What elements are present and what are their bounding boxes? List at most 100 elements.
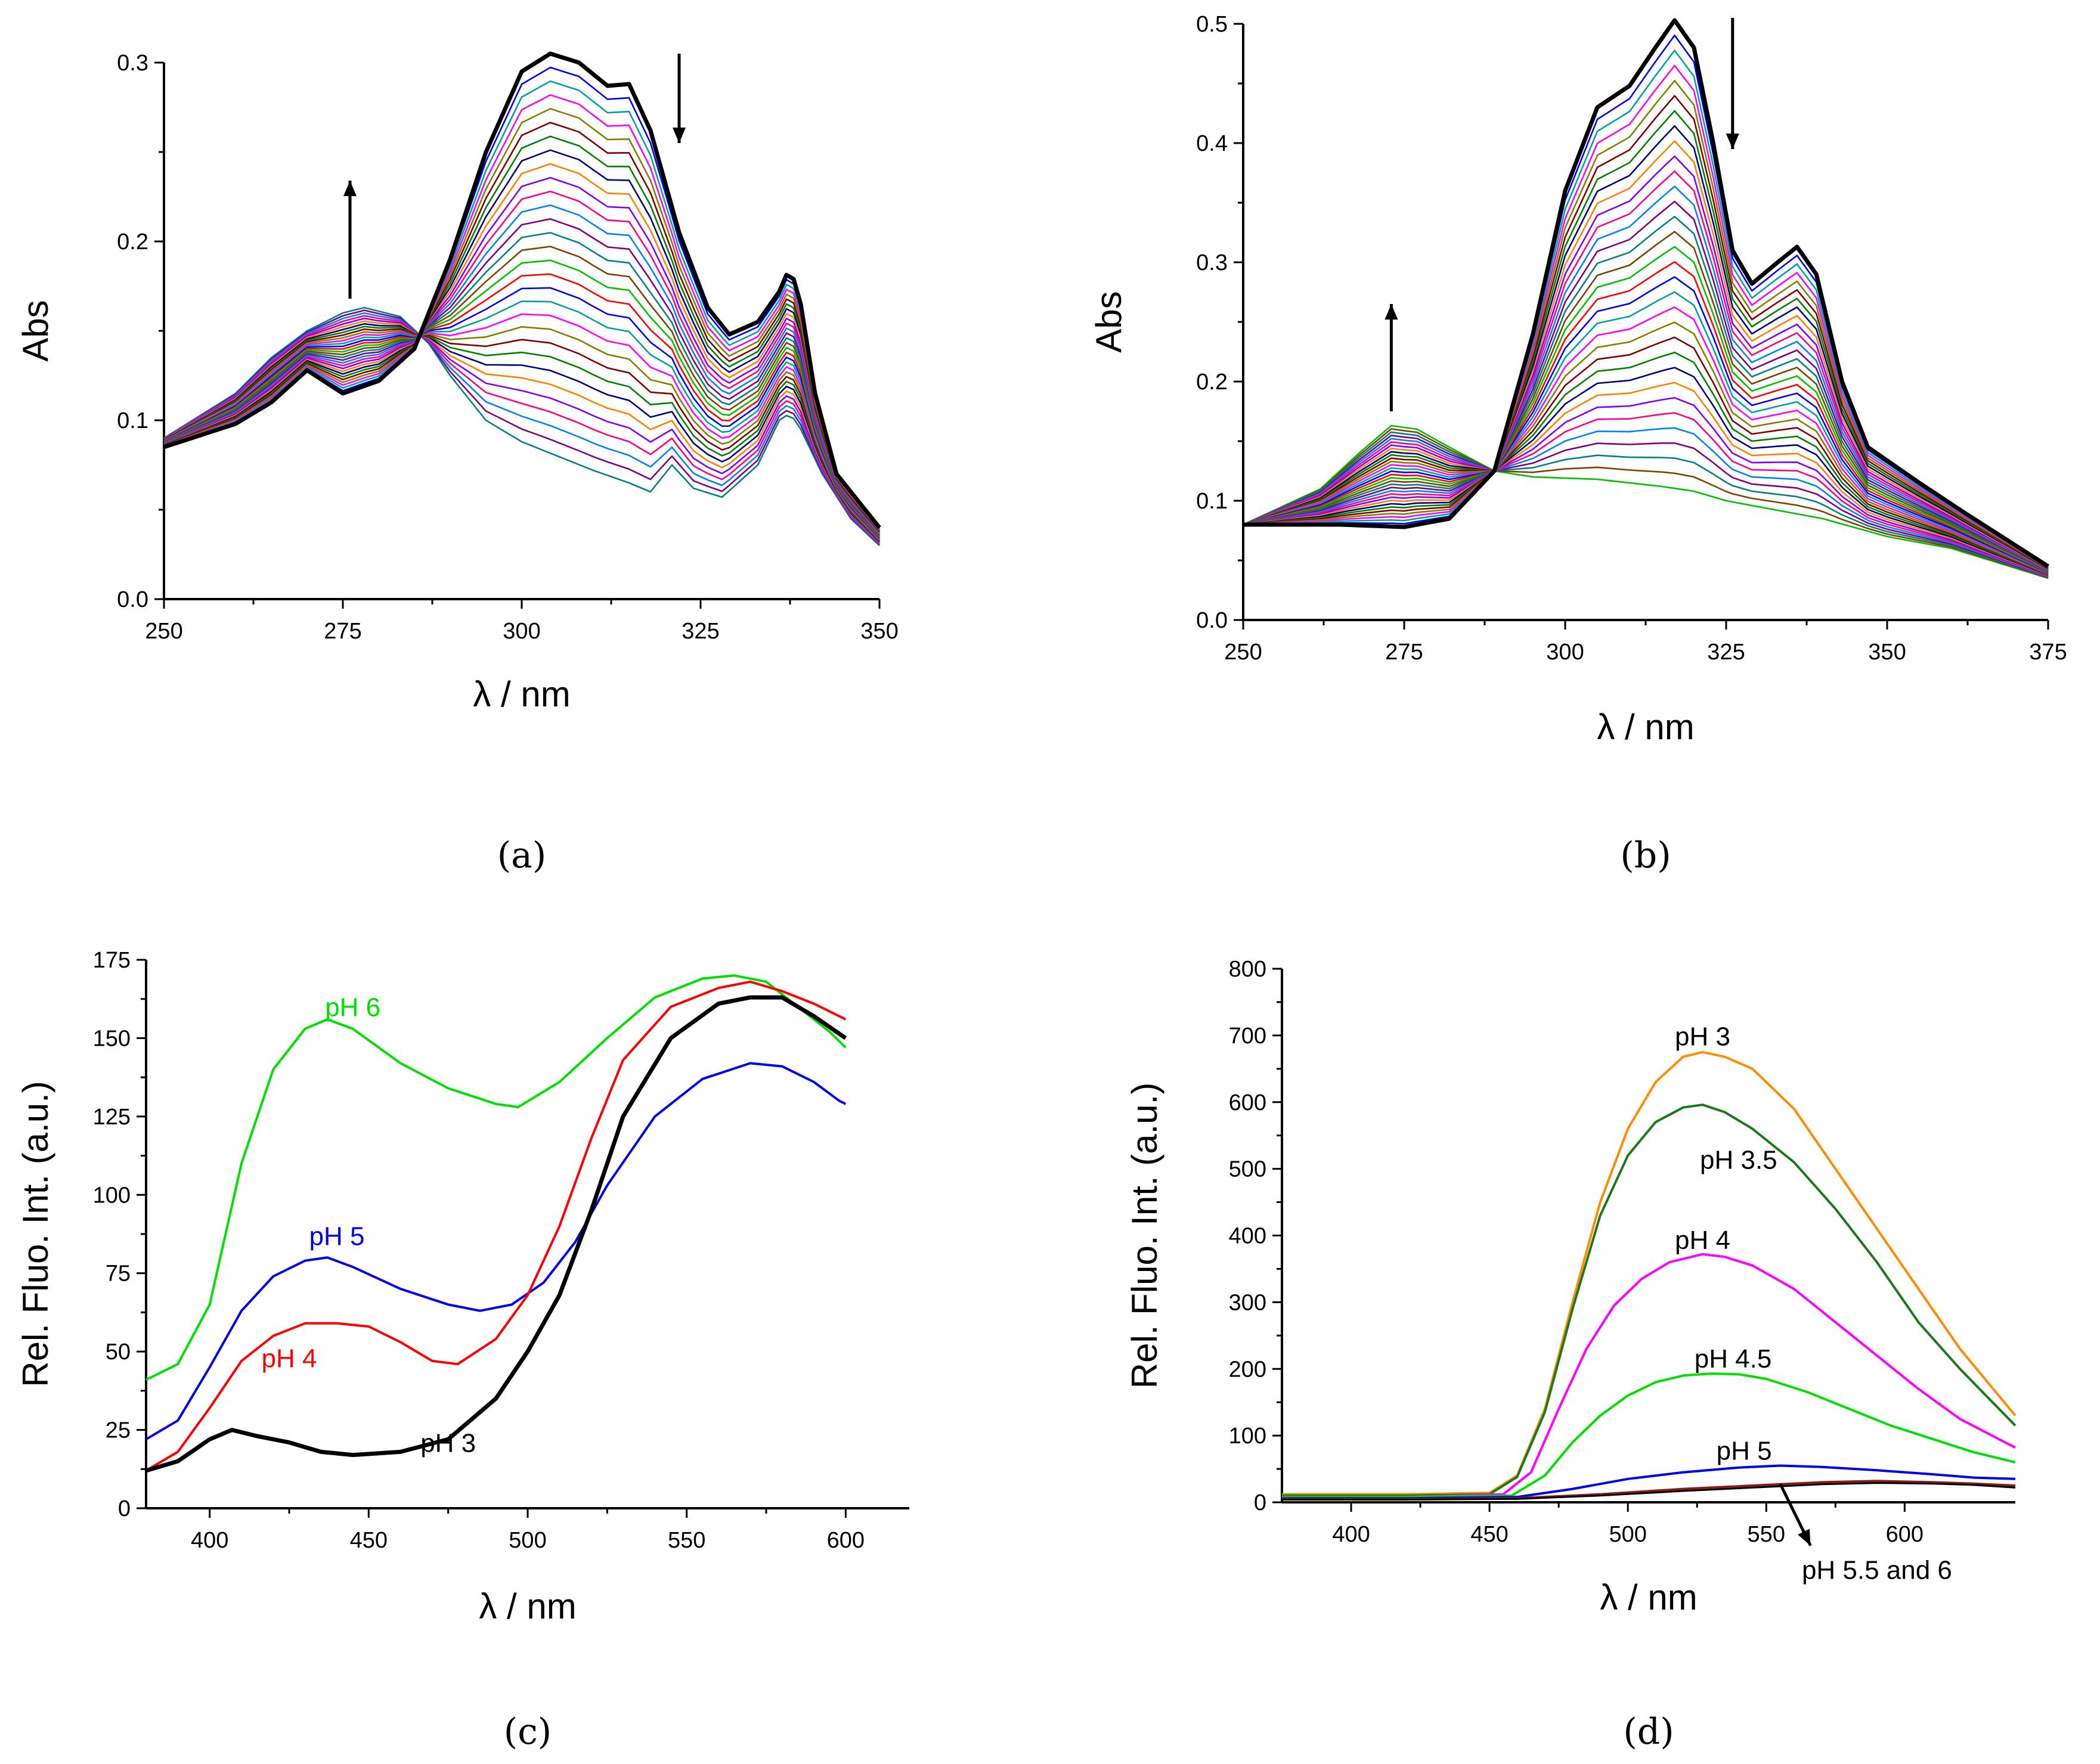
x-tick-label: 300 [503, 619, 540, 644]
series-line [1243, 306, 2049, 575]
x-tick-label: 250 [1224, 640, 1262, 665]
series-line-initial [163, 51, 881, 529]
series-line [1243, 95, 2049, 569]
series-line [1282, 1372, 2016, 1499]
y-tick-label: 300 [1229, 1290, 1266, 1315]
x-tick-label: 600 [1886, 1522, 1924, 1547]
x-tick-label: 325 [1707, 640, 1745, 665]
y-tick-label: 400 [1229, 1224, 1266, 1249]
series-line [163, 108, 880, 531]
series-line [163, 122, 880, 532]
y-tick-label: 0.0 [1196, 608, 1228, 633]
series-line [163, 320, 880, 543]
series-line [1282, 1464, 2016, 1500]
y-tick-label: 600 [1229, 1090, 1266, 1115]
y-tick-label: 800 [1229, 957, 1266, 982]
series-line [1243, 155, 2049, 571]
series-line [1243, 431, 2049, 578]
y-tick-label: 0.5 [1196, 12, 1228, 37]
series-line [1243, 321, 2049, 575]
series-label: pH 3 [420, 1428, 476, 1458]
series-line [163, 135, 880, 532]
x-tick-label: 450 [350, 1528, 388, 1553]
series-line [1243, 291, 2049, 574]
series-line [1243, 427, 2049, 578]
arrow-head [1726, 134, 1739, 149]
series-line [163, 176, 880, 534]
chart-panel-d: 400 450 500 550 600 0 100 200 300 400 500 600 700 800… [1125, 957, 2017, 1753]
x-axis-title: λ / nm [473, 674, 570, 714]
series-label: pH 5 [309, 1222, 365, 1251]
panel-label: (a) [497, 835, 547, 876]
x-tick-label: 550 [668, 1528, 705, 1553]
series-line [1243, 412, 2049, 578]
series-line-initial [1243, 18, 2049, 568]
x-tick-label: 350 [1868, 640, 1906, 665]
series-label: pH 5 [1717, 1436, 1772, 1465]
panel-label: (c) [504, 1711, 552, 1753]
series-line [1243, 435, 2049, 578]
series-line [1243, 261, 2049, 573]
y-tick-label: 100 [1229, 1424, 1266, 1449]
series-line [163, 232, 880, 537]
series-line [163, 80, 881, 529]
series-label: pH 3.5 [1700, 1146, 1777, 1175]
series-line [1282, 1482, 2016, 1501]
arrow-head [673, 128, 686, 143]
chart-panel-a: 250 275 300 325 350 0.0 0.1 0.2 0.3 λ / nm Abs (a) [16, 51, 899, 876]
y-tick-label: 0.4 [1196, 131, 1228, 156]
x-tick-label: 600 [827, 1528, 865, 1553]
y-tick-label: 0.2 [117, 230, 148, 255]
y-tick-label: 700 [1229, 1024, 1266, 1049]
y-tick-label: 0 [1254, 1490, 1266, 1515]
series-line [163, 313, 880, 540]
y-tick-label: 200 [1229, 1357, 1266, 1382]
arrow-head [1798, 1529, 1811, 1546]
x-tick-label: 250 [145, 619, 182, 644]
series-line [145, 980, 847, 1472]
y-tick-label: 0.2 [1196, 370, 1228, 395]
x-tick-label: 325 [682, 619, 719, 644]
arrow-head [1384, 304, 1398, 320]
series-line [1243, 140, 2049, 571]
arrow-head [343, 181, 357, 196]
y-tick-label: 0.1 [1196, 489, 1228, 514]
y-tick-label: 125 [93, 1105, 131, 1130]
series-line [1243, 336, 2049, 575]
series-line [145, 995, 847, 1473]
series-line [1243, 185, 2049, 572]
y-tick-label: 0.1 [117, 408, 148, 433]
y-axis-title: Abs [16, 300, 55, 361]
x-tick-label: 400 [1332, 1522, 1370, 1547]
series-line [163, 246, 880, 537]
series-line [163, 317, 880, 544]
y-tick-label: 0 [118, 1496, 131, 1521]
x-tick-label: 275 [1385, 640, 1423, 665]
series-line [163, 315, 880, 544]
series-line [1282, 1103, 2017, 1497]
x-tick-label: 550 [1748, 1522, 1785, 1547]
series-line [163, 273, 880, 538]
series-line [163, 259, 880, 538]
y-tick-label: 75 [106, 1261, 131, 1286]
x-tick-label: 400 [191, 1528, 228, 1553]
y-axis-title: Rel. Fluo. Int. (a.u.) [16, 1081, 55, 1387]
panel-label: (d) [1623, 1711, 1674, 1753]
series-line [163, 312, 880, 545]
x-tick-label: 500 [1609, 1522, 1646, 1547]
series-label: pH 4 [1675, 1226, 1730, 1255]
y-tick-label: 0.3 [1196, 250, 1228, 275]
series-line [163, 300, 880, 540]
series-line [1243, 231, 2049, 573]
series-label: pH 4.5 [1695, 1344, 1772, 1374]
series-label: pH 4 [262, 1344, 317, 1373]
series-line [1243, 351, 2049, 576]
series-label: pH 6 [325, 993, 380, 1022]
series-label: pH 5.5 and 6 [1802, 1556, 1952, 1585]
series-line [1243, 200, 2049, 572]
series-line [1243, 110, 2049, 570]
chart-panel-b: 250 275 300 325 350 375 0.0 0.1 0.2 0.3 0.4 0.5 λ / … [1089, 12, 2067, 876]
series-line [163, 149, 880, 533]
series-line [163, 94, 881, 530]
y-tick-label: 0.3 [117, 51, 148, 76]
